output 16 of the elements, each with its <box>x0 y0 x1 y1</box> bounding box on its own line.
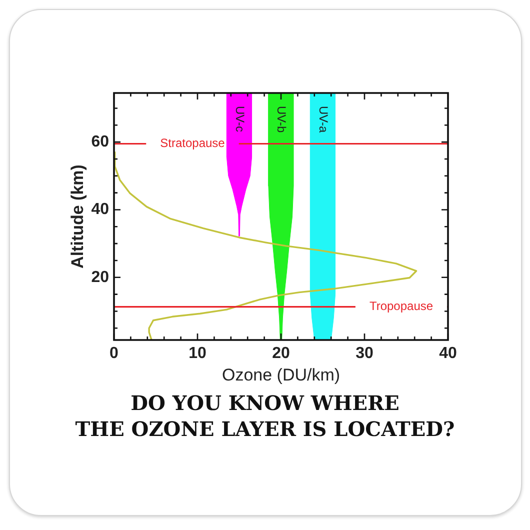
y-tick-label: 40 <box>91 201 110 218</box>
x-tick-label: 0 <box>110 345 119 362</box>
ref-line-label: Tropopause <box>369 299 434 314</box>
x-tick-label: 30 <box>356 345 374 362</box>
series-label: UV-c <box>232 106 247 132</box>
x-tick-label: 10 <box>188 345 206 362</box>
y-axis-title: Altitude (km) <box>68 164 87 268</box>
x-axis-title: Ozone (DU/km) <box>222 365 340 384</box>
y-tick-label: 60 <box>91 133 110 150</box>
series-label: UV-a <box>316 106 330 134</box>
y-tick-label: 20 <box>91 268 110 286</box>
ref-line-label: Stratopause <box>160 136 226 150</box>
x-tick-label: 20 <box>272 345 290 362</box>
x-tick-label: 40 <box>439 345 457 362</box>
series-label: UV-b <box>274 106 289 134</box>
text: DO YOU KNOW WHERE THE OZONE LAYER IS LOCATED? <box>74 390 456 442</box>
